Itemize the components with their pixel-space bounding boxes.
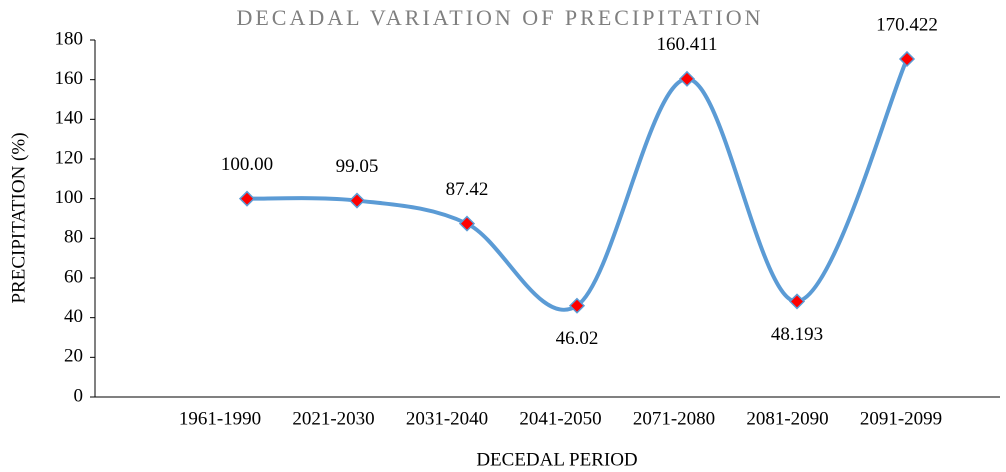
marker xyxy=(788,293,806,310)
marker xyxy=(678,70,696,87)
data-label: 99.05 xyxy=(336,156,379,177)
marker xyxy=(898,50,916,68)
x-tick-label: 1961-1990 xyxy=(179,408,261,429)
y-tick-label: 80 xyxy=(64,227,83,248)
data-label: 87.42 xyxy=(446,179,489,200)
marker xyxy=(568,297,586,314)
data-label: 170.422 xyxy=(876,14,938,35)
x-tick-label: 2091-2099 xyxy=(860,408,942,429)
x-axis-label: DECEDAL PERIOD xyxy=(476,449,637,470)
y-tick-label: 120 xyxy=(55,147,84,168)
y-tick-label: 0 xyxy=(74,385,84,406)
y-tick-label: 160 xyxy=(55,68,84,89)
line xyxy=(246,58,909,312)
y-tick-label: 100 xyxy=(55,187,84,208)
data-label: 46.02 xyxy=(556,328,599,349)
x-tick-label: 2031-2040 xyxy=(406,408,488,429)
chart-title: DECADAL VARIATION OF PRECIPITATION xyxy=(236,5,763,30)
y-tick-label: 140 xyxy=(55,108,84,129)
data-label: 160.411 xyxy=(656,34,717,55)
y-axis-label: PRECIPITATION (%) xyxy=(8,132,29,303)
data-label: 100.00 xyxy=(221,154,273,175)
y-tick-label: 180 xyxy=(55,28,84,49)
marker xyxy=(348,192,366,209)
data-label: 48.193 xyxy=(771,324,823,345)
y-tick-label: 60 xyxy=(64,266,83,287)
y-tick-label: 20 xyxy=(64,346,83,367)
marker xyxy=(458,215,476,232)
marker xyxy=(238,190,256,207)
x-tick-label: 2041-2050 xyxy=(519,408,601,429)
x-tick-label: 2081-2090 xyxy=(746,408,828,429)
x-tick-label: 2021-2030 xyxy=(292,408,374,429)
x-tick-label: 2071-2080 xyxy=(633,408,715,429)
y-tick-label: 40 xyxy=(64,306,83,327)
